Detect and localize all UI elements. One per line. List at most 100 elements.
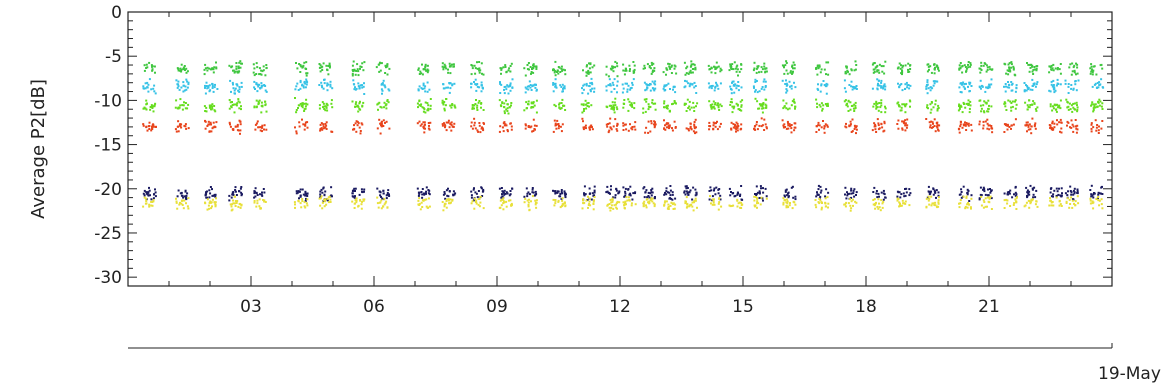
- data-point: [909, 64, 911, 67]
- data-point: [296, 67, 299, 70]
- data-point: [295, 132, 298, 135]
- data-point: [934, 191, 937, 193]
- data-point: [988, 128, 991, 131]
- data-point: [712, 128, 715, 131]
- data-point: [1033, 68, 1036, 71]
- data-point: [444, 126, 446, 129]
- data-point: [937, 201, 940, 204]
- data-point: [1005, 72, 1008, 75]
- data-point: [357, 110, 360, 113]
- data-point: [306, 198, 309, 201]
- data-point: [1091, 71, 1094, 74]
- data-point: [668, 65, 671, 68]
- data-point: [820, 208, 823, 211]
- data-point: [422, 84, 425, 87]
- data-point: [872, 62, 875, 65]
- data-point: [905, 191, 908, 194]
- data-point: [236, 125, 239, 128]
- data-point: [896, 102, 899, 105]
- data-point: [642, 107, 645, 110]
- data-point: [443, 109, 446, 112]
- data-point: [151, 125, 153, 128]
- data-point: [1049, 105, 1052, 108]
- data-point: [1009, 69, 1012, 72]
- data-point: [1098, 199, 1101, 202]
- data-point: [665, 200, 668, 203]
- data-point: [717, 102, 719, 105]
- data-point: [930, 120, 933, 123]
- data-point: [295, 111, 298, 114]
- data-point: [790, 127, 793, 130]
- data-point: [1066, 194, 1069, 197]
- data-point: [964, 123, 967, 126]
- data-point: [665, 73, 667, 76]
- data-point: [359, 108, 362, 111]
- data-point: [1098, 98, 1101, 101]
- data-point: [587, 71, 590, 74]
- data-point: [208, 196, 211, 199]
- data-point: [253, 190, 256, 193]
- data-point: [239, 132, 241, 135]
- data-point: [731, 105, 734, 108]
- data-point: [609, 83, 612, 86]
- data-point: [499, 125, 502, 128]
- data-point: [694, 85, 697, 87]
- data-point: [306, 192, 309, 195]
- data-point: [850, 131, 853, 133]
- data-point: [1048, 124, 1051, 126]
- data-point: [634, 121, 637, 124]
- data-point: [1067, 85, 1070, 88]
- data-point: [719, 70, 722, 73]
- data-point: [428, 128, 431, 131]
- data-point: [360, 66, 363, 68]
- data-point: [561, 90, 564, 93]
- data-point: [901, 70, 904, 73]
- data-point: [295, 62, 297, 64]
- data-point: [263, 199, 266, 202]
- data-point: [387, 101, 390, 104]
- data-point: [979, 71, 982, 74]
- data-point: [524, 123, 527, 126]
- data-point: [693, 63, 696, 66]
- data-point: [353, 196, 356, 199]
- x-tick-label: 03: [240, 297, 262, 317]
- data-point: [729, 85, 732, 88]
- data-point: [593, 199, 595, 202]
- data-point: [531, 191, 534, 194]
- data-point: [854, 60, 857, 63]
- data-point: [634, 203, 637, 206]
- data-point: [987, 110, 990, 113]
- data-point: [584, 193, 587, 196]
- data-point: [642, 203, 645, 205]
- data-point: [937, 202, 940, 205]
- data-point: [786, 200, 789, 203]
- data-point: [925, 118, 928, 120]
- data-point: [874, 123, 877, 126]
- data-point: [445, 189, 448, 192]
- data-point: [713, 203, 716, 206]
- data-point: [687, 128, 690, 131]
- data-point: [427, 127, 430, 130]
- data-point: [177, 120, 180, 123]
- data-point: [381, 120, 383, 123]
- data-point: [854, 104, 857, 107]
- data-point: [583, 194, 586, 197]
- data-point: [304, 190, 307, 193]
- data-point: [899, 203, 901, 206]
- data-point: [322, 125, 325, 128]
- data-point: [960, 191, 963, 193]
- data-point: [967, 85, 969, 88]
- data-point: [665, 187, 668, 190]
- data-point: [425, 192, 427, 195]
- data-point: [506, 110, 509, 112]
- data-point: [728, 187, 731, 190]
- data-point: [927, 199, 930, 202]
- data-point: [760, 87, 763, 90]
- data-point: [306, 204, 309, 207]
- data-point: [783, 199, 786, 202]
- data-point: [1077, 79, 1080, 82]
- data-point: [483, 122, 485, 125]
- data-point: [325, 124, 328, 127]
- data-point: [357, 82, 360, 85]
- data-point: [762, 107, 765, 110]
